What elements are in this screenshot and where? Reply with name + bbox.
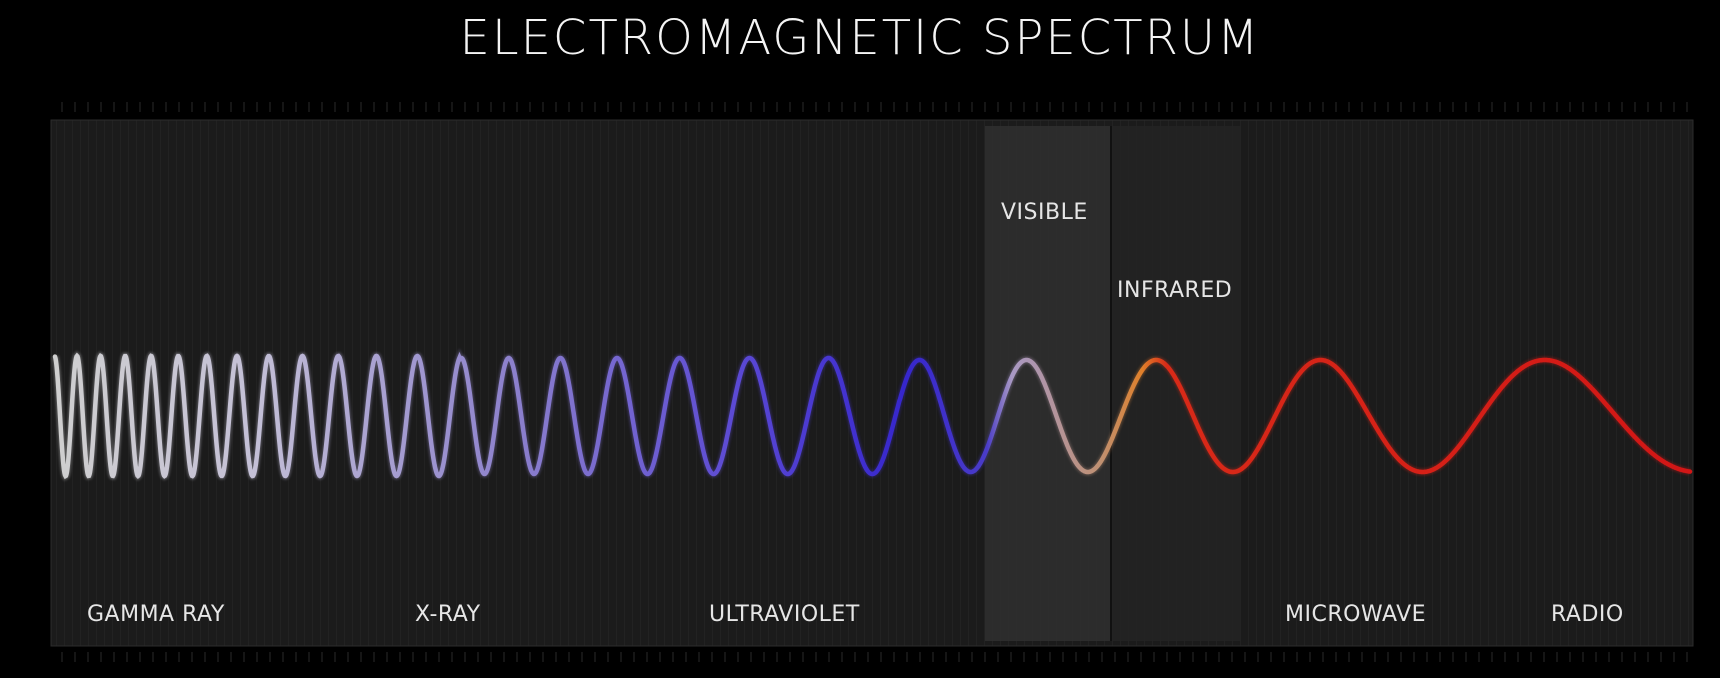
- spectrum-panel: [50, 119, 1694, 647]
- tick-marks: [61, 102, 1688, 662]
- band-label-ultraviolet: ULTRAVIOLET: [709, 602, 860, 627]
- band-label-gamma: GAMMA RAY: [87, 602, 225, 627]
- electromagnetic-wave: [52, 351, 1693, 480]
- page-title: ELECTROMAGNETIC SPECTRUM: [459, 10, 1261, 66]
- band-label-microwave: MICROWAVE: [1285, 602, 1426, 627]
- band-label-visible: VISIBLE: [1001, 200, 1088, 225]
- band-label-radio: RADIO: [1551, 602, 1624, 627]
- band-label-infrared: INFRARED: [1117, 278, 1232, 303]
- band-label-xray: X-RAY: [415, 602, 481, 627]
